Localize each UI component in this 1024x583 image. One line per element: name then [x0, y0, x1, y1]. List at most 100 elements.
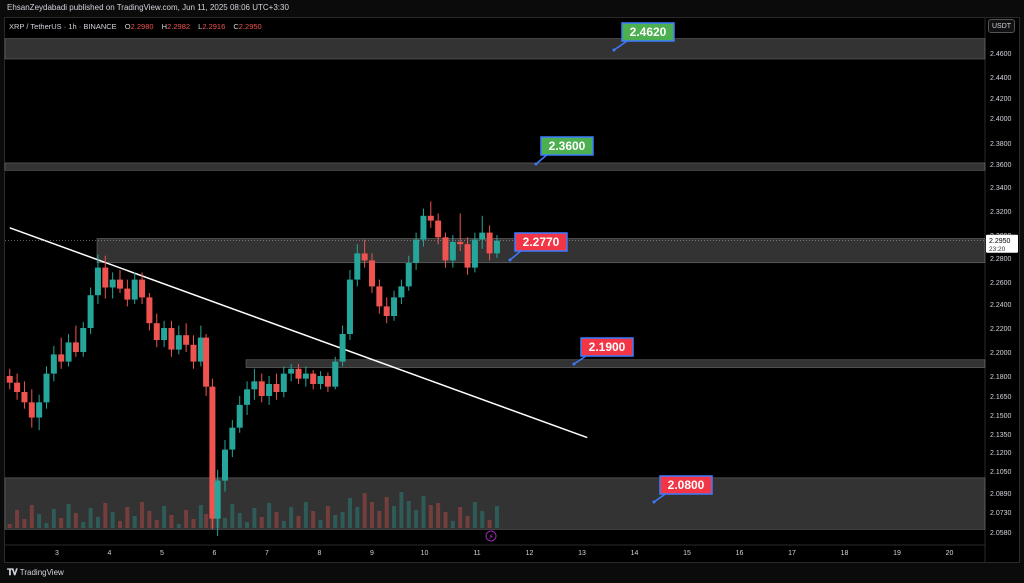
volume-bar — [103, 503, 108, 528]
candle-body[interactable] — [280, 373, 287, 392]
candle-body[interactable] — [464, 244, 471, 268]
candle-body[interactable] — [435, 220, 442, 238]
candle-body[interactable] — [398, 286, 405, 298]
candle-body[interactable] — [471, 239, 478, 268]
candle-body[interactable] — [391, 297, 398, 316]
candle-body[interactable] — [244, 389, 251, 405]
volume-bar — [204, 514, 209, 528]
candle-body[interactable] — [175, 335, 182, 350]
candle-body[interactable] — [302, 373, 309, 379]
candle-body[interactable] — [229, 427, 236, 450]
candle-body[interactable] — [109, 279, 116, 288]
volume-bar — [176, 524, 181, 528]
candle-body[interactable] — [161, 328, 168, 340]
candle-body[interactable] — [80, 328, 87, 352]
candle-body[interactable] — [190, 344, 197, 362]
volume-bar — [15, 510, 20, 528]
volume-bar — [125, 507, 130, 528]
candle-body[interactable] — [449, 241, 456, 261]
volume-bar — [487, 520, 492, 528]
chart-pane[interactable] — [4, 17, 1020, 563]
candle-body[interactable] — [369, 260, 375, 287]
candle-body[interactable] — [295, 368, 302, 379]
candle-body[interactable] — [405, 262, 412, 287]
candle-body[interactable] — [361, 253, 368, 261]
candle-body[interactable] — [420, 215, 427, 240]
volume-bar — [465, 516, 470, 528]
y-tick-label: 2.2000 — [990, 350, 1012, 357]
candle-body[interactable] — [479, 232, 486, 240]
candle-body[interactable] — [131, 279, 138, 300]
volume-bar — [303, 502, 308, 528]
currency-button[interactable]: USDT — [988, 19, 1015, 33]
volume-bar — [428, 505, 433, 528]
candle-body[interactable] — [339, 334, 346, 362]
symbol-label[interactable]: XRP / TetherUS · 1h · BINANCE — [9, 22, 117, 31]
candle-body[interactable] — [346, 279, 353, 334]
candle-body[interactable] — [427, 215, 434, 221]
candle-body[interactable] — [58, 354, 65, 362]
price-label-box[interactable] — [514, 232, 568, 252]
candle-body[interactable] — [288, 368, 295, 374]
tradingview-logo[interactable]: 𝐓𝐕 TradingView — [7, 567, 64, 578]
candle-body[interactable] — [65, 342, 72, 362]
volume-bar — [132, 516, 137, 528]
candle-body[interactable] — [222, 449, 228, 481]
volume-bar — [118, 521, 122, 528]
candle-body[interactable] — [376, 286, 383, 307]
candle-body[interactable] — [251, 381, 258, 390]
candle-body[interactable] — [383, 306, 390, 316]
candle-body[interactable] — [442, 237, 449, 261]
candle-body[interactable] — [50, 354, 57, 374]
candle-body[interactable] — [266, 384, 273, 396]
volume-bar — [51, 509, 56, 528]
candle-body[interactable] — [28, 402, 35, 418]
candle-body[interactable] — [457, 241, 464, 245]
candle-body[interactable] — [354, 253, 361, 280]
volume-bar — [169, 515, 174, 528]
x-tick-label: 10 — [421, 550, 429, 557]
candle-body[interactable] — [168, 328, 175, 350]
candle-body[interactable] — [102, 267, 109, 288]
candle-body[interactable] — [203, 337, 210, 387]
candle-body[interactable] — [413, 239, 420, 263]
candle-body[interactable] — [317, 376, 324, 384]
candle-body[interactable] — [153, 323, 160, 340]
volume-bar — [29, 505, 34, 528]
candle-body[interactable] — [14, 382, 21, 392]
price-label-box[interactable] — [621, 22, 675, 42]
candle-body[interactable] — [183, 335, 190, 345]
y-tick-label: 2.1650 — [990, 394, 1012, 401]
candle-body[interactable] — [258, 381, 265, 396]
candle-body[interactable] — [94, 267, 101, 296]
candle-body[interactable] — [146, 297, 153, 324]
price-label-box[interactable] — [580, 337, 634, 357]
candle-body[interactable] — [117, 279, 123, 289]
footer-brand: TradingView — [19, 568, 64, 577]
candle-body[interactable] — [6, 376, 13, 383]
trendline[interactable] — [9, 227, 588, 439]
candle-body[interactable] — [209, 386, 216, 519]
price-label-box[interactable] — [659, 475, 713, 495]
candle-body[interactable] — [486, 232, 493, 254]
candle-body[interactable] — [72, 342, 79, 352]
volume-bar — [252, 508, 257, 528]
candle-body[interactable] — [493, 240, 500, 254]
candle-body[interactable] — [236, 404, 243, 428]
candle-body[interactable] — [43, 373, 50, 403]
candle-body[interactable] — [273, 384, 280, 392]
candle-body[interactable] — [324, 376, 331, 387]
zone-resistance-2.3600 — [4, 162, 986, 171]
candle-body[interactable] — [310, 373, 317, 384]
candle-body[interactable] — [21, 392, 28, 403]
price-label-box[interactable] — [540, 136, 594, 156]
candle-body[interactable] — [214, 480, 221, 519]
candle-body[interactable] — [124, 288, 131, 300]
candle-body[interactable] — [139, 279, 146, 298]
candle-body[interactable] — [87, 295, 94, 328]
candle-body[interactable] — [197, 337, 204, 362]
candle-body[interactable] — [36, 402, 43, 418]
events-icon[interactable] — [485, 530, 497, 542]
candle-body[interactable] — [332, 361, 339, 387]
